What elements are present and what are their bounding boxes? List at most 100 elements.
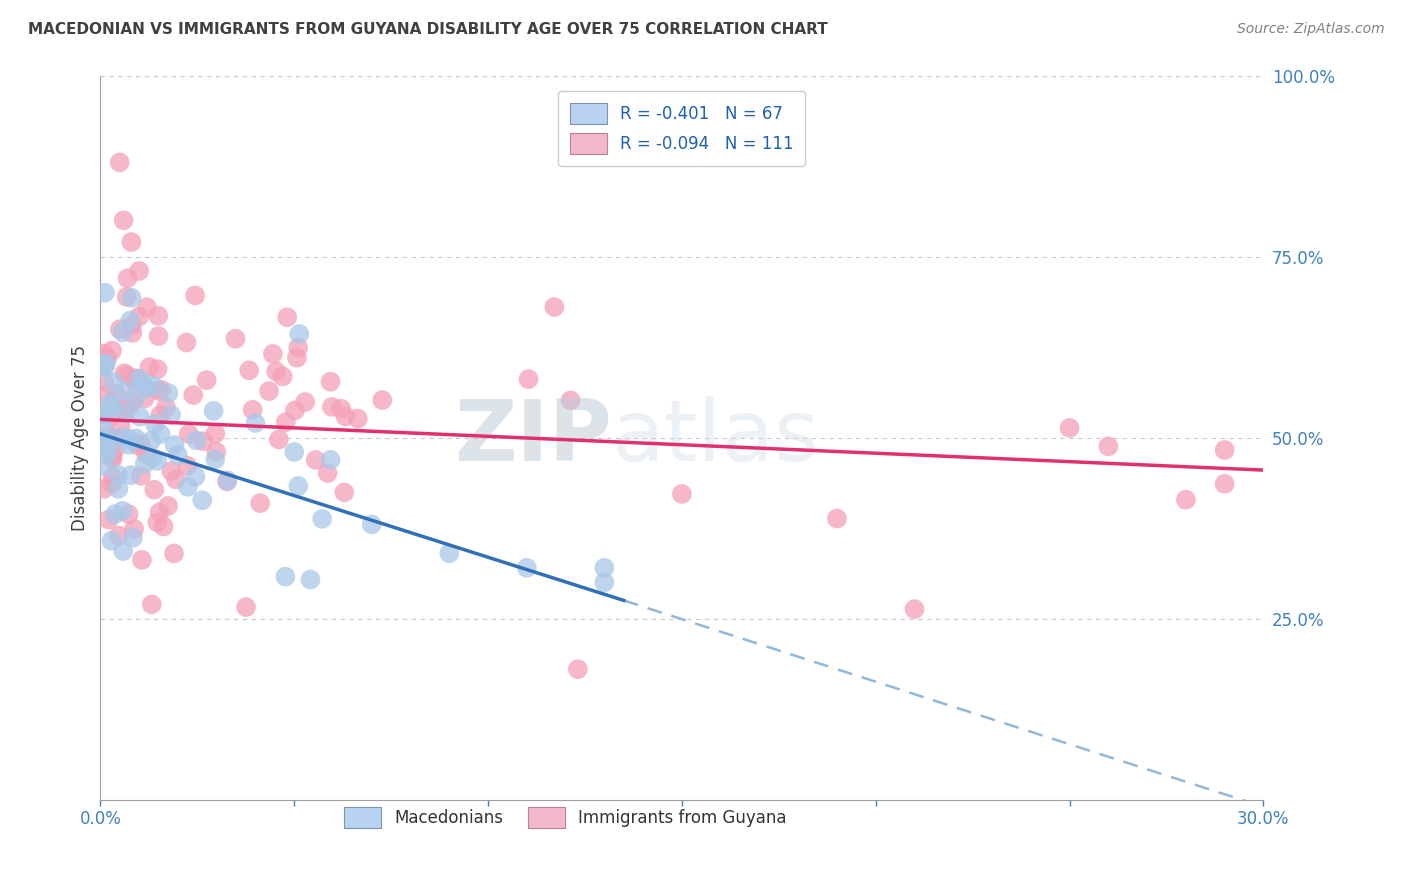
Point: [288, 326, 311, 341]
Point: [285, 351, 308, 365]
Point: [96, 428, 118, 442]
Point: [131, 553, 153, 567]
Point: [148, 329, 170, 343]
Point: [93, 375, 115, 389]
Point: [128, 439, 150, 453]
Point: [276, 310, 298, 325]
Point: [121, 326, 143, 340]
Point: [143, 417, 166, 431]
Point: [217, 474, 239, 488]
Point: [112, 213, 135, 227]
Point: [176, 458, 198, 473]
Point: [93, 482, 115, 496]
Point: [360, 517, 382, 532]
Point: [134, 457, 156, 471]
Point: [108, 322, 131, 336]
Point: [163, 438, 186, 452]
Point: [118, 438, 141, 452]
Point: [121, 291, 143, 305]
Point: [93, 459, 115, 474]
Point: [121, 395, 143, 409]
Point: [104, 442, 127, 457]
Point: [287, 341, 309, 355]
Point: [148, 384, 170, 398]
Point: [112, 366, 135, 380]
Point: [305, 453, 328, 467]
Point: [825, 511, 848, 525]
Point: [1213, 476, 1236, 491]
Point: [104, 507, 127, 521]
Point: [274, 415, 297, 429]
Text: MACEDONIAN VS IMMIGRANTS FROM GUYANA DISABILITY AGE OVER 75 CORRELATION CHART: MACEDONIAN VS IMMIGRANTS FROM GUYANA DIS…: [28, 22, 828, 37]
Point: [567, 662, 589, 676]
Point: [160, 408, 183, 422]
Point: [97, 513, 120, 527]
Point: [330, 401, 353, 416]
Point: [142, 379, 165, 393]
Point: [186, 434, 208, 448]
Point: [543, 300, 565, 314]
Point: [101, 476, 124, 491]
Point: [319, 453, 342, 467]
Point: [321, 400, 343, 414]
Point: [202, 404, 225, 418]
Point: [181, 388, 204, 402]
Point: [152, 519, 174, 533]
Point: [271, 369, 294, 384]
Point: [101, 470, 124, 484]
Point: [205, 444, 228, 458]
Point: [101, 450, 124, 464]
Point: [122, 522, 145, 536]
Point: [1174, 492, 1197, 507]
Point: [146, 362, 169, 376]
Point: [149, 427, 172, 442]
Point: [176, 335, 198, 350]
Point: [107, 482, 129, 496]
Point: [150, 383, 173, 397]
Point: [94, 285, 117, 300]
Point: [117, 271, 139, 285]
Point: [177, 426, 200, 441]
Point: [96, 351, 118, 366]
Point: [283, 445, 305, 459]
Point: [165, 472, 187, 486]
Point: [100, 409, 122, 424]
Point: [115, 290, 138, 304]
Point: [101, 451, 124, 466]
Point: [560, 393, 582, 408]
Point: [104, 386, 127, 401]
Point: [148, 309, 170, 323]
Point: [128, 310, 150, 324]
Point: [111, 430, 134, 444]
Point: [129, 437, 152, 451]
Point: [249, 496, 271, 510]
Point: [333, 485, 356, 500]
Point: [97, 441, 120, 455]
Point: [96, 448, 118, 462]
Point: [93, 360, 115, 375]
Point: [124, 375, 146, 389]
Point: [132, 376, 155, 391]
Point: [93, 409, 115, 423]
Point: [346, 411, 368, 425]
Point: [193, 434, 215, 449]
Point: [593, 575, 616, 590]
Legend: Macedonians, Immigrants from Guyana: Macedonians, Immigrants from Guyana: [337, 800, 793, 835]
Point: [97, 442, 120, 456]
Point: [128, 372, 150, 386]
Point: [138, 360, 160, 375]
Point: [100, 395, 122, 409]
Point: [184, 288, 207, 302]
Point: [100, 448, 122, 462]
Point: [149, 409, 172, 423]
Point: [118, 507, 141, 521]
Point: [125, 371, 148, 385]
Point: [1097, 439, 1119, 453]
Point: [903, 602, 925, 616]
Point: [191, 493, 214, 508]
Point: [1213, 442, 1236, 457]
Point: [122, 531, 145, 545]
Point: [262, 347, 284, 361]
Point: [124, 392, 146, 406]
Point: [204, 426, 226, 441]
